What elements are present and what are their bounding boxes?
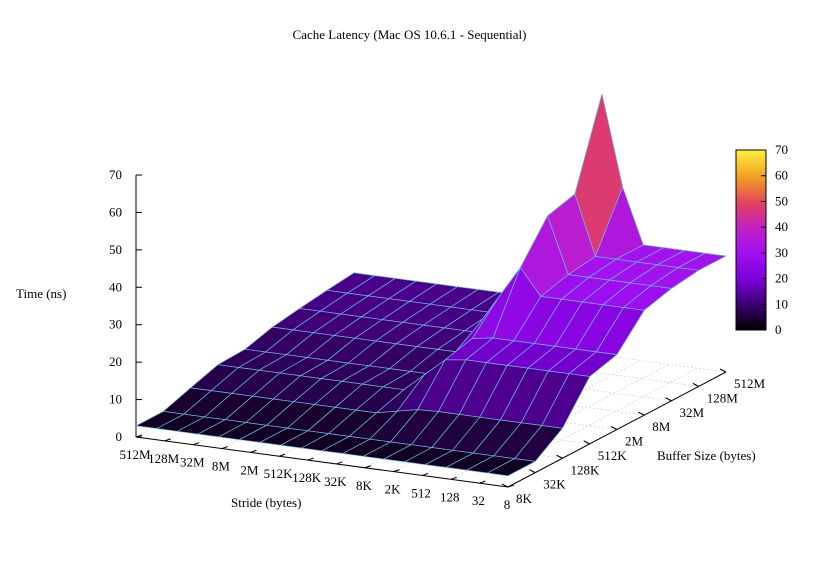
stride-tick [307, 457, 314, 461]
stride-axis-line [135, 436, 509, 488]
surface [134, 93, 728, 477]
buffer-tick [529, 469, 536, 474]
buffer-tick-label: 512M [734, 376, 766, 391]
z-tick-label: 20 [109, 354, 122, 369]
stride-tick-label: 128 [440, 489, 460, 504]
colorbar-tick-label: 40 [775, 219, 788, 234]
colorbar-tick-label: 60 [775, 168, 788, 183]
buffer-tick-label: 128M [707, 390, 739, 405]
colorbar-tick-label: 10 [775, 296, 788, 311]
stride-tick-label: 512K [264, 466, 294, 481]
buffer-tick [501, 483, 509, 488]
buffer-tick-label: 32M [680, 405, 705, 420]
buffer-tick-label: 512K [598, 448, 628, 463]
buffer-tick-label: 2M [625, 434, 644, 449]
grid-line [326, 336, 699, 387]
grid-line [299, 350, 672, 402]
z-tick-label: 60 [109, 204, 122, 219]
stride-tick [336, 461, 343, 465]
buffer-tick-label: 8M [652, 419, 671, 434]
colorbar-tick-label: 70 [775, 142, 788, 157]
z-axis-label: Time (ns) [16, 286, 67, 301]
colorbar-tick-label: 30 [775, 245, 788, 260]
stride-tick [135, 434, 143, 438]
stride-tick-label: 32K [324, 474, 347, 489]
grid-line [272, 364, 645, 416]
stride-tick [193, 442, 200, 446]
stride-tick-label: 8M [212, 459, 231, 474]
colorbar-tick-label: 50 [775, 193, 788, 208]
stride-tick [364, 465, 372, 469]
stride-tick-label: 8 [504, 497, 511, 512]
buffer-tick [665, 397, 672, 402]
stride-tick-label: 512M [119, 447, 151, 462]
stride-tick [250, 449, 257, 453]
z-tick-label: 40 [109, 279, 122, 294]
stride-tick [421, 472, 429, 476]
grid-line [353, 321, 727, 373]
z-tick-label: 70 [109, 167, 122, 182]
z-tick-label: 0 [116, 429, 123, 444]
buffer-tick-label: 128K [571, 462, 601, 477]
buffer-tick [583, 440, 590, 445]
surface-cell [486, 458, 537, 477]
colorbar-tick-label: 20 [775, 271, 788, 286]
stride-tick [479, 480, 486, 484]
buffer-tick [719, 368, 727, 373]
stride-tick [507, 484, 515, 488]
stride-tick-label: 32M [180, 455, 205, 470]
z-tick-label: 30 [109, 317, 122, 332]
z-tick-label: 10 [109, 392, 122, 407]
stride-tick [278, 453, 286, 457]
buffer-tick [692, 382, 699, 387]
stride-tick-label: 128K [292, 470, 322, 485]
stride-tick-label: 2K [385, 482, 402, 497]
stride-tick [450, 476, 457, 480]
stride-tick [164, 438, 171, 442]
colorbar-gradient [735, 149, 767, 331]
buffer-tick [556, 454, 563, 459]
stride-tick-label: 128M [148, 451, 180, 466]
stride-tick-label: 512 [411, 485, 431, 500]
x-axis-label: Stride (bytes) [231, 495, 302, 510]
buffer-tick-label: 32K [543, 477, 566, 492]
buffer-tick [610, 426, 618, 430]
stride-tick [221, 446, 229, 450]
stride-tick-label: 8K [356, 478, 373, 493]
chart-title: Cache Latency (Mac OS 10.6.1 - Sequentia… [292, 27, 527, 42]
y-axis-label: Buffer Size (bytes) [657, 448, 756, 463]
buffer-tick-label: 8K [516, 491, 533, 506]
stride-tick-label: 32 [472, 493, 485, 508]
colorbar-tick-label: 0 [775, 322, 782, 337]
buffer-tick [638, 411, 645, 416]
z-tick-label: 50 [109, 242, 122, 257]
colorbar: 0 10 20 30 40 50 60 70 [735, 142, 788, 337]
stride-tick [393, 469, 400, 473]
stride-tick-label: 2M [240, 462, 259, 477]
